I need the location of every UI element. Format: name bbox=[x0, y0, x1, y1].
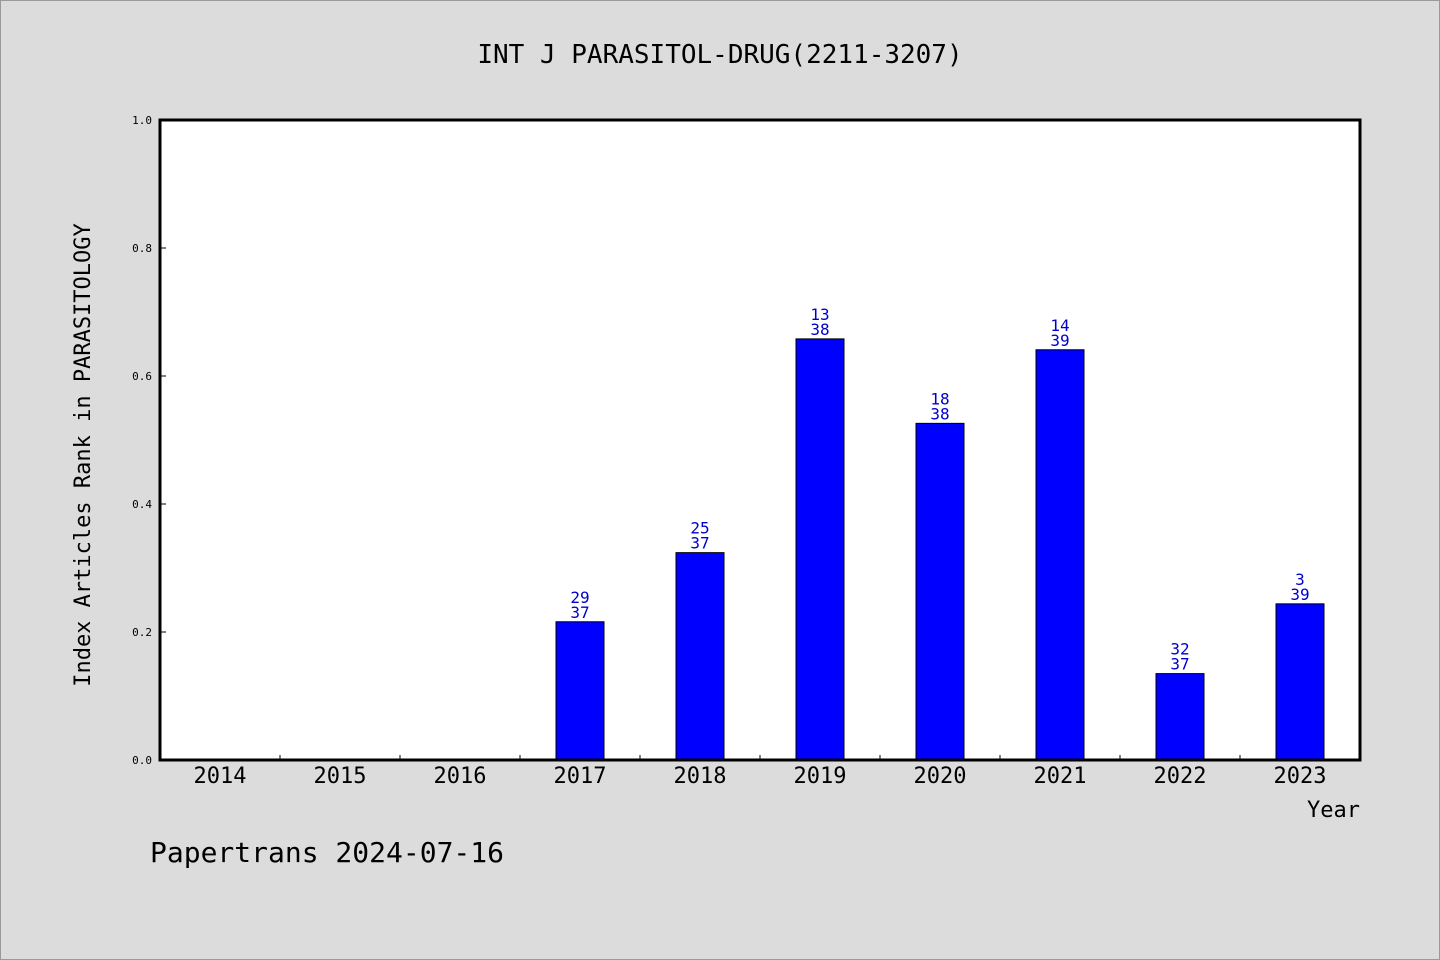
x-tick-label: 2014 bbox=[194, 764, 247, 789]
x-tick-label: 2018 bbox=[674, 764, 727, 789]
bar-rank-label: 13 bbox=[810, 305, 829, 324]
x-tick-label: 2020 bbox=[914, 764, 967, 789]
x-tick-label: 2021 bbox=[1034, 764, 1087, 789]
bar-rank-label: 14 bbox=[1050, 316, 1069, 335]
bar-2018 bbox=[675, 552, 725, 761]
y-axis-label: Index Articles Rank in PARASITOLOGY bbox=[71, 223, 96, 687]
plot-border bbox=[158, 118, 1362, 762]
x-tick-label: 2019 bbox=[794, 764, 847, 789]
y-tick-label: 0.2 bbox=[132, 626, 152, 639]
bar-2017 bbox=[555, 621, 605, 761]
ticks-layer: 0.0 0.2 0.4 0.6 0.8 1.0 2014 2015 2016 2017 2018 20… bbox=[132, 114, 1326, 789]
bar-total-label: 37 bbox=[1170, 655, 1189, 674]
chart-title: INT J PARASITOL-DRUG(2211-3207) bbox=[477, 40, 962, 70]
x-tick-label: 2023 bbox=[1274, 764, 1327, 789]
bar-rank-label: 25 bbox=[690, 519, 709, 538]
bar-total-label: 37 bbox=[570, 603, 589, 622]
bar-rank-label: 18 bbox=[930, 389, 949, 408]
bar-total-label: 38 bbox=[930, 404, 949, 423]
bar-2019 bbox=[795, 338, 845, 761]
y-tick-label: 0.4 bbox=[132, 498, 152, 511]
bar-rank-label: 29 bbox=[570, 588, 589, 607]
plot-area bbox=[160, 120, 1360, 760]
bar-rank-label: 32 bbox=[1170, 640, 1189, 659]
bar-2023 bbox=[1275, 603, 1325, 761]
x-tick-label: 2022 bbox=[1154, 764, 1207, 789]
bar-2020 bbox=[915, 422, 965, 761]
bar-total-label: 39 bbox=[1050, 331, 1069, 350]
footer-credit: Papertrans 2024-07-16 bbox=[150, 836, 504, 869]
x-tick-label: 2015 bbox=[314, 764, 367, 789]
bar-rank-label: 3 bbox=[1295, 570, 1305, 589]
y-tick-label: 0.6 bbox=[132, 370, 152, 383]
bar-total-label: 38 bbox=[810, 320, 829, 339]
y-tick-label: 0.8 bbox=[132, 242, 152, 255]
y-tick-label: 0.0 bbox=[132, 754, 152, 767]
x-tick-label: 2017 bbox=[554, 764, 607, 789]
y-tick-label: 1.0 bbox=[132, 114, 152, 127]
x-axis-label: Year bbox=[1307, 798, 1360, 823]
x-tick-label: 2016 bbox=[434, 764, 487, 789]
bar-total-label: 39 bbox=[1290, 585, 1309, 604]
bar-total-label: 37 bbox=[690, 534, 709, 553]
bar-2022 bbox=[1155, 673, 1205, 761]
bar-2021 bbox=[1035, 349, 1085, 761]
